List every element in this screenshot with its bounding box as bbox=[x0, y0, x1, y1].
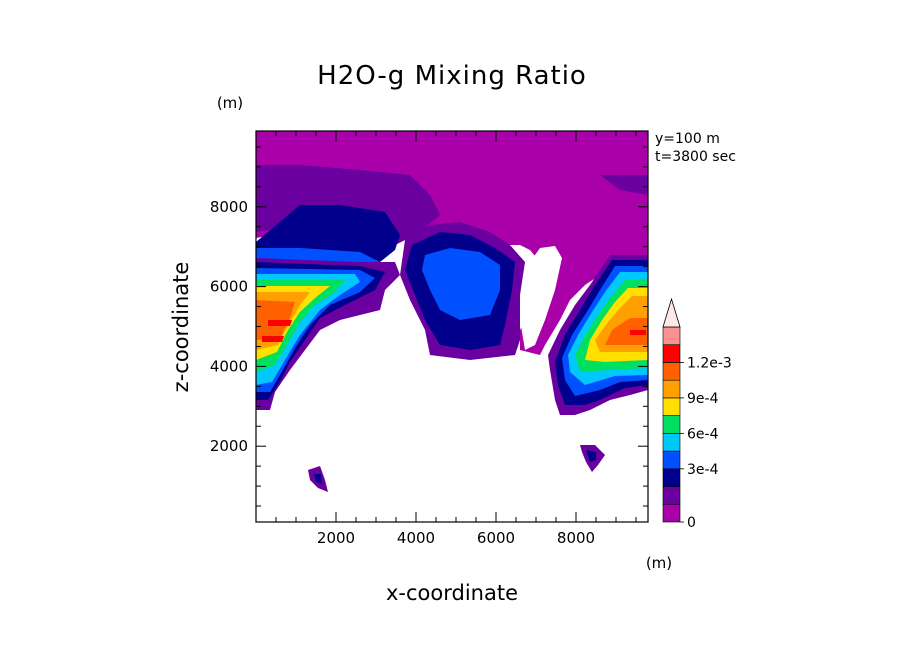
colorbar-label: 1.2e-3 bbox=[687, 355, 732, 371]
colorbar-segment bbox=[662, 344, 681, 363]
colorbar-segment bbox=[662, 433, 681, 452]
colorbar-segment bbox=[662, 450, 681, 470]
x-axis-label: x-coordinate bbox=[386, 581, 518, 605]
colorbar-label: 3e-4 bbox=[687, 462, 719, 478]
y-tick-label: 8000 bbox=[210, 198, 248, 216]
x-tick-label: 8000 bbox=[557, 529, 595, 547]
colorbar-segment bbox=[662, 379, 681, 399]
y-tick-label: 4000 bbox=[210, 357, 248, 375]
y-unit-label: (m) bbox=[217, 94, 243, 112]
colorbar-segment bbox=[662, 486, 681, 505]
axes: 2000 4000 6000 8000 2000 4000 6000 8000 bbox=[210, 131, 648, 547]
contour-region bbox=[422, 248, 500, 320]
annotation-y: y=100 m bbox=[655, 131, 720, 147]
colorbar-label: 9e-4 bbox=[687, 391, 719, 407]
x-unit-label: (m) bbox=[646, 554, 672, 572]
contour-region bbox=[256, 196, 305, 232]
x-tick-label: 4000 bbox=[397, 529, 435, 547]
contour-region bbox=[630, 330, 646, 335]
colorbar-label: 0 bbox=[687, 515, 696, 531]
contour-region bbox=[520, 246, 562, 350]
contour-region bbox=[262, 336, 284, 342]
colorbar-segment bbox=[662, 415, 681, 434]
contour-region bbox=[268, 320, 292, 326]
x-tick-label: 2000 bbox=[317, 529, 355, 547]
colorbar-segment bbox=[662, 397, 681, 416]
y-tick-label: 6000 bbox=[210, 278, 248, 296]
contour-field bbox=[256, 131, 648, 492]
y-axis-label: z-coordinate bbox=[169, 262, 193, 393]
x-tick-label: 6000 bbox=[477, 529, 515, 547]
chart-title: H2O-g Mixing Ratio bbox=[317, 61, 587, 91]
y-tick-label: 2000 bbox=[210, 437, 248, 455]
colorbar-segment bbox=[662, 503, 681, 523]
contour-region bbox=[256, 205, 400, 262]
colorbar-segment bbox=[662, 468, 681, 487]
colorbar: 0 3e-4 6e-4 9e-4 1.2e-3 bbox=[662, 297, 732, 531]
contour-region bbox=[600, 175, 648, 195]
contour-region bbox=[314, 474, 322, 484]
contour-region bbox=[586, 450, 596, 462]
annotation-t: t=3800 sec bbox=[655, 149, 736, 165]
contour-region bbox=[256, 165, 440, 245]
colorbar-segment bbox=[662, 326, 681, 346]
colorbar-segment bbox=[662, 362, 681, 381]
colorbar-label: 6e-4 bbox=[687, 426, 719, 442]
colorbar-extend-triangle bbox=[662, 297, 681, 328]
contour-region bbox=[605, 318, 648, 345]
